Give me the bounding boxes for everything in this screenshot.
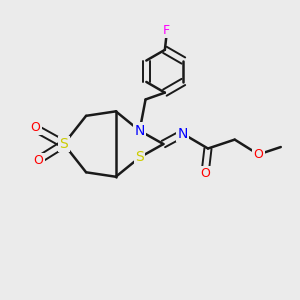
Text: S: S xyxy=(135,150,144,164)
Text: S: S xyxy=(59,137,68,151)
Text: N: N xyxy=(134,124,145,138)
Text: O: O xyxy=(31,121,40,134)
Text: O: O xyxy=(254,148,263,161)
Text: O: O xyxy=(34,154,44,167)
Text: F: F xyxy=(163,24,170,37)
Text: O: O xyxy=(200,167,210,180)
Text: N: N xyxy=(178,127,188,141)
